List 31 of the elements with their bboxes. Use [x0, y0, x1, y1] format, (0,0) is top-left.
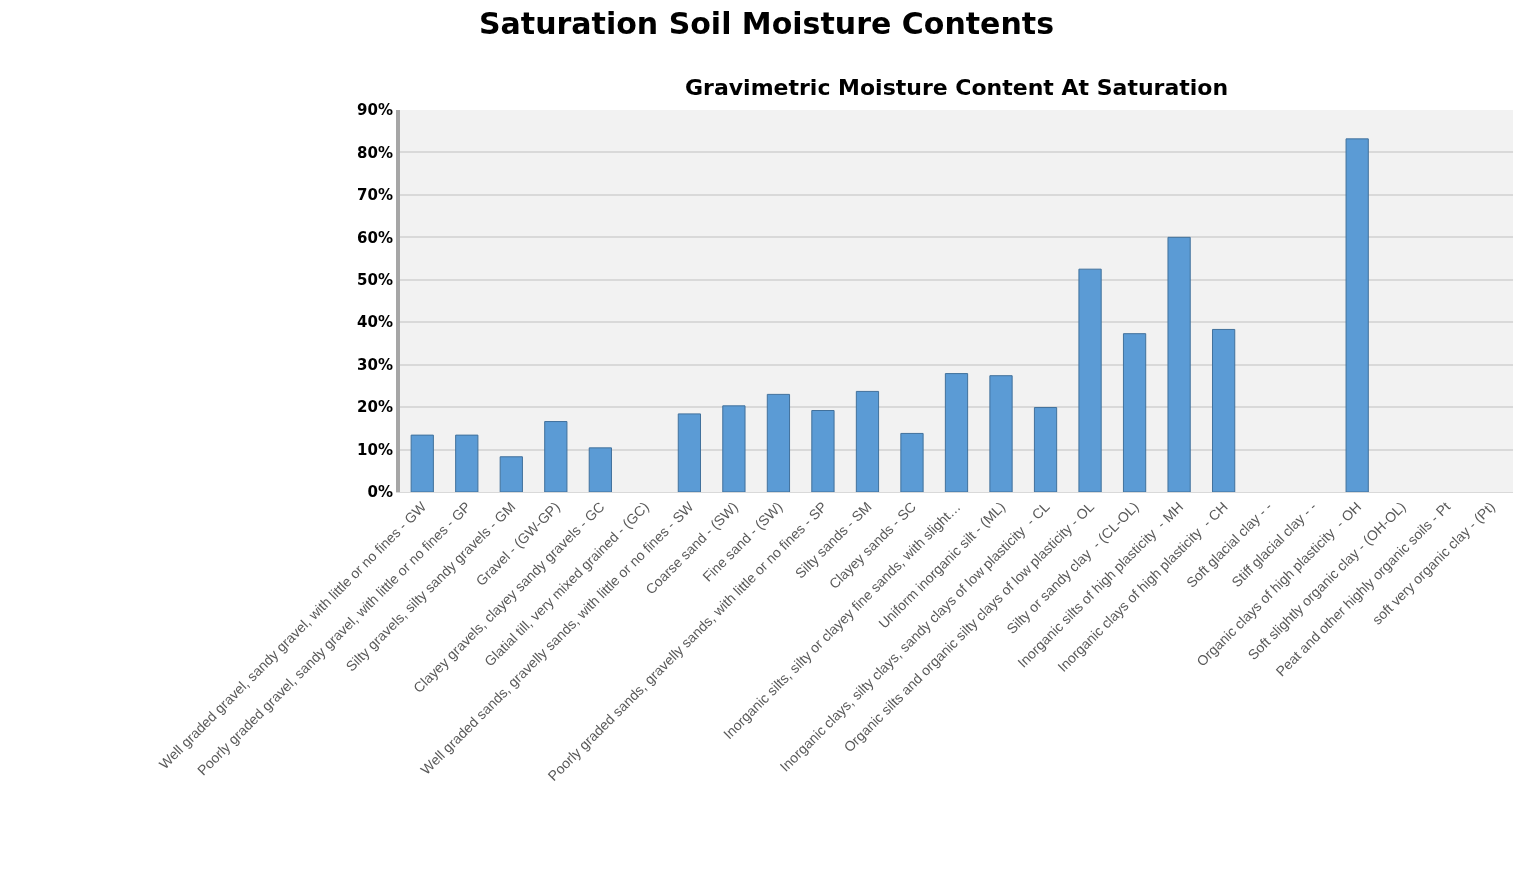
bar: [677, 413, 702, 492]
bar: [1345, 138, 1369, 492]
y-tick-label: 30%: [357, 355, 393, 374]
y-tick-label: 0%: [367, 483, 393, 502]
y-tick-label: 20%: [357, 398, 393, 417]
y-tick-label: 40%: [357, 313, 393, 332]
bar: [1033, 407, 1058, 492]
bar: [1211, 328, 1236, 492]
bar: [588, 447, 612, 492]
y-tick-label: 10%: [357, 440, 393, 459]
y-tick-label: 70%: [357, 186, 393, 205]
bar: [410, 434, 434, 492]
bar: [944, 373, 969, 492]
bar: [855, 390, 880, 492]
bar: [722, 405, 746, 492]
chart-subtitle: Gravimetric Moisture Content At Saturation: [685, 75, 1229, 100]
bar: [989, 375, 1013, 492]
bar: [1078, 268, 1102, 492]
y-tick-label: 60%: [357, 228, 393, 247]
bar: [499, 456, 523, 492]
chart-title: Saturation Soil Moisture Contents: [479, 6, 1054, 42]
bar: [1167, 236, 1191, 492]
bar: [544, 421, 568, 492]
bar: [766, 393, 791, 492]
y-tick-label: 90%: [357, 101, 393, 120]
bar: [1122, 333, 1147, 492]
y-tick-label: 80%: [357, 143, 393, 162]
bar: [900, 432, 924, 492]
bar: [455, 434, 479, 492]
bar: [811, 410, 835, 492]
y-tick-label: 50%: [357, 271, 393, 290]
